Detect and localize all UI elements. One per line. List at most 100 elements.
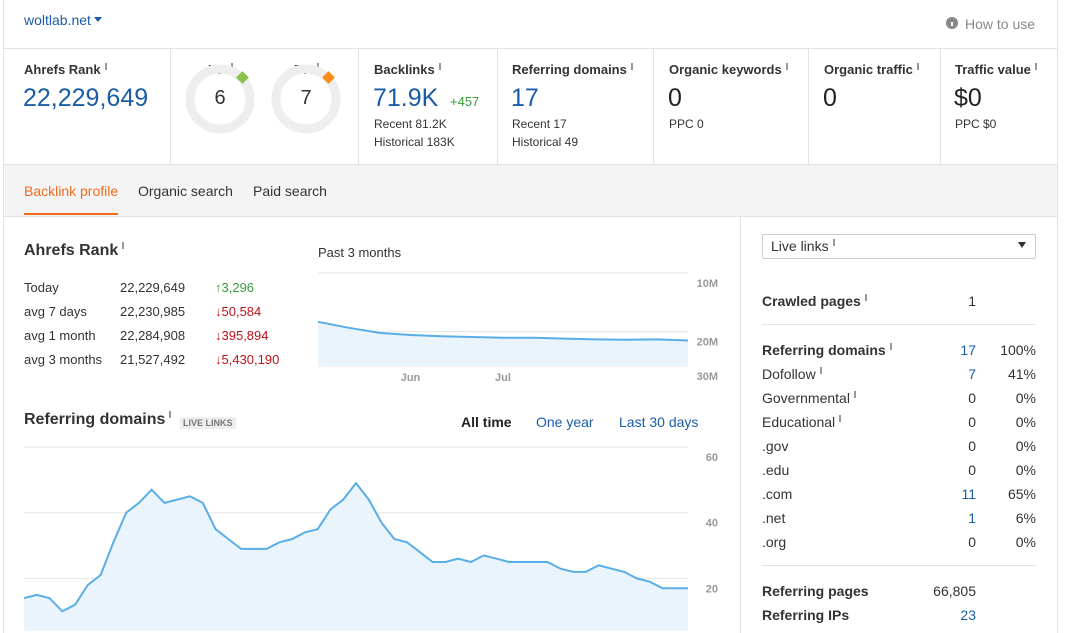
stat-count[interactable]: 23 <box>960 606 976 623</box>
divider <box>4 48 1057 49</box>
range-option[interactable]: Last 30 days <box>619 413 699 430</box>
row-change: ↓50,584 <box>215 304 262 320</box>
range-option[interactable]: All time <box>461 413 512 430</box>
info-icon[interactable] <box>122 242 125 250</box>
stat-count: 1 <box>968 292 976 309</box>
stat-label: .net <box>762 509 786 526</box>
stat-count: 0 <box>968 413 976 430</box>
row-value: 21,527,492 <box>120 352 186 368</box>
divider <box>497 48 498 164</box>
stat-share: 0% <box>1015 389 1036 406</box>
metric-value: 17 <box>511 84 539 112</box>
range-option[interactable]: One year <box>536 413 594 430</box>
frame-right <box>1057 0 1058 633</box>
chart-title: Past 3 months <box>318 245 402 261</box>
info-icon[interactable] <box>819 366 822 374</box>
metric-detail: Historical 49 <box>512 134 579 149</box>
info-icon[interactable] <box>832 238 835 246</box>
stat-label: .gov <box>762 437 789 454</box>
metric-value: 0 <box>823 84 837 112</box>
y-tick-label: 20 <box>706 583 718 595</box>
stat-share: 6% <box>1015 509 1036 526</box>
info-icon[interactable] <box>916 63 919 71</box>
stat-label: Crawled pages <box>762 293 867 310</box>
stat-share: 0% <box>1015 533 1036 550</box>
divider <box>4 164 1057 165</box>
info-icon[interactable] <box>853 390 856 398</box>
divider <box>740 217 741 633</box>
row-change: ↓5,430,190 <box>215 352 280 368</box>
y-tick-label: 30M <box>697 371 718 383</box>
stat-share: 0% <box>1015 461 1036 478</box>
domains-chart: 20 40 60 <box>23 446 718 631</box>
metric-label: Ahrefs Rank <box>24 62 107 78</box>
metric-value: 6 <box>214 87 226 109</box>
info-icon[interactable] <box>785 63 788 71</box>
metric-detail: Historical 183K <box>374 134 455 149</box>
info-icon[interactable] <box>438 63 441 71</box>
metric-label: Organic keywords <box>669 62 788 78</box>
area-fill <box>318 321 688 366</box>
stat-label: Educational <box>762 414 842 431</box>
row-value: 22,230,985 <box>120 304 186 320</box>
y-tick-label: 60 <box>706 452 718 464</box>
section-title: Ahrefs Rank <box>24 241 125 260</box>
stat-label: Referring domains <box>762 342 892 359</box>
stat-label: .org <box>762 533 787 550</box>
row-label: avg 3 months <box>24 352 103 368</box>
help-link[interactable]: How to use <box>965 15 1036 32</box>
info-icon[interactable] <box>630 63 633 71</box>
filter-label: Live links <box>771 238 835 255</box>
row-label: avg 7 days <box>24 304 87 320</box>
stat-share: 100% <box>1000 341 1036 358</box>
stat-label: .edu <box>762 461 790 478</box>
tab-bar <box>4 165 1057 216</box>
rating-ring <box>185 64 255 134</box>
badge: LIVE LINKS <box>180 416 236 430</box>
stat-count: 0 <box>968 533 976 550</box>
x-tick-label: Jun <box>401 372 421 384</box>
rank-chart: 10M 20M 30M Jun Jul <box>317 272 718 384</box>
stat-count[interactable]: 17 <box>960 341 976 358</box>
row-change: ↓395,894 <box>215 328 269 344</box>
divider <box>762 324 1036 325</box>
row-value: 22,229,649 <box>120 280 186 296</box>
stat-share: 65% <box>1007 485 1036 502</box>
section-title: Referring domains <box>24 410 172 429</box>
stat-label: Governmental <box>762 390 856 407</box>
metric-label: Traffic value <box>955 62 1037 78</box>
metric-detail: Recent 81.2K <box>374 116 447 131</box>
line <box>23 481 688 613</box>
y-tick-label: 10M <box>697 278 718 290</box>
info-icon[interactable] <box>169 411 172 419</box>
filter-dropdown[interactable] <box>762 234 1036 259</box>
tab[interactable]: Paid search <box>253 182 327 199</box>
info-icon[interactable] <box>839 414 842 422</box>
tab[interactable]: Backlink profile <box>24 182 119 199</box>
line <box>317 320 689 342</box>
divider <box>808 48 809 164</box>
stat-label: Referring pages <box>762 582 869 599</box>
stat-count[interactable]: 11 <box>961 485 976 502</box>
stat-count: 0 <box>968 461 976 478</box>
info-icon[interactable] <box>889 342 892 350</box>
tab[interactable]: Organic search <box>138 182 233 199</box>
frame-left <box>3 0 4 633</box>
metric-label: Organic traffic <box>824 62 919 78</box>
stat-count[interactable]: 7 <box>968 365 976 382</box>
metric-label: Backlinks <box>374 62 441 78</box>
metric-change: +457 <box>450 94 480 110</box>
site-selector[interactable]: woltlab.net <box>24 11 91 28</box>
stat-count: 0 <box>968 389 976 406</box>
info-icon[interactable] <box>104 63 107 71</box>
stat-count[interactable]: 1 <box>968 509 976 526</box>
row-value: 22,284,908 <box>120 328 186 344</box>
caret <box>94 17 102 22</box>
divider <box>762 565 1036 566</box>
y-tick-label: 40 <box>706 518 718 530</box>
info-icon[interactable] <box>1034 63 1037 71</box>
info-icon[interactable] <box>864 293 867 301</box>
stat-label: .com <box>762 485 793 502</box>
row-label: Today <box>24 280 59 296</box>
